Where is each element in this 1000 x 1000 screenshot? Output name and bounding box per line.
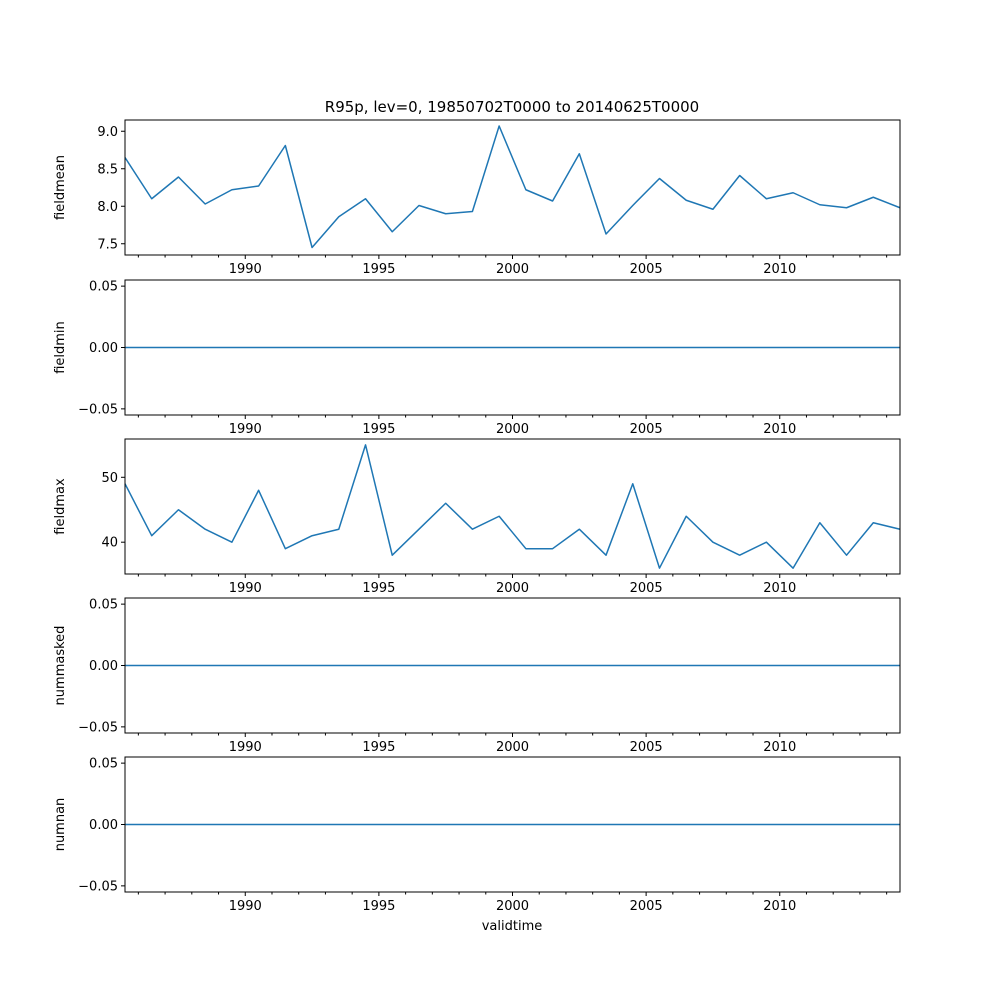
x-tick-label: 1990 — [229, 740, 262, 755]
y-tick-label: 0.05 — [89, 598, 118, 613]
y-tick-label: −0.05 — [78, 402, 118, 417]
y-tick-label: 9.0 — [97, 125, 118, 140]
x-tick-label: 2005 — [630, 740, 663, 755]
x-tick-label: 2005 — [630, 581, 663, 596]
x-tick-label: 2010 — [763, 581, 796, 596]
x-tick-label: 1995 — [362, 581, 395, 596]
x-tick-label: 1990 — [229, 422, 262, 437]
series-line-fieldmean — [124, 125, 901, 249]
x-tick-label: 2005 — [630, 422, 663, 437]
x-tick-label: 1995 — [362, 740, 395, 755]
x-tick-label: 1995 — [362, 262, 395, 277]
x-tick-label: 2010 — [763, 740, 796, 755]
series-line-fieldmax — [124, 444, 901, 569]
y-tick-label: 40 — [101, 536, 118, 551]
panel-fieldmin: −0.05 0.00 0.05 1990 1995 2000 2005 2010 fieldmi… — [53, 279, 901, 437]
y-tick-label: 8.5 — [97, 162, 118, 177]
x-tick-label: 2010 — [763, 422, 796, 437]
x-tick-label: 1995 — [362, 899, 395, 914]
chart-title: R95p, lev=0, 19850702T0000 to 20140625T0… — [325, 98, 699, 116]
x-tick-label: 2010 — [763, 262, 796, 277]
y-tick-label: −0.05 — [78, 879, 118, 894]
y-axis-label-fieldmin: fieldmin — [53, 321, 68, 374]
y-tick-label: 7.5 — [97, 237, 118, 252]
axes-frame — [124, 119, 901, 256]
y-axis-label-numnan: numnan — [53, 798, 68, 852]
y-axis-label-fieldmean: fieldmean — [53, 155, 68, 220]
panel-numnan: −0.05 0.00 0.05 1990 1995 2000 2005 2010 numnan — [53, 756, 901, 914]
x-tick-label: 1990 — [229, 899, 262, 914]
axes-frame — [124, 438, 901, 575]
y-axis-label-nummasked: nummasked — [53, 626, 68, 706]
x-tick-label: 2000 — [496, 581, 529, 596]
panel-fieldmean: 7.5 8.0 8.5 9.0 1990 1995 2000 2005 2010 fieldmea… — [53, 119, 901, 277]
x-tick-label: 2000 — [496, 899, 529, 914]
y-tick-label: 8.0 — [97, 200, 118, 215]
panel-fieldmax: 40 50 1990 1995 2000 2005 2010 fieldmax — [53, 438, 901, 596]
y-tick-label: 0.00 — [89, 818, 118, 833]
panel-nummasked: −0.05 0.00 0.05 1990 1995 2000 2005 2010 nummask… — [53, 597, 901, 755]
y-axis-label-fieldmax: fieldmax — [53, 478, 68, 535]
y-tick-label: 0.00 — [89, 341, 118, 356]
y-tick-label: 0.05 — [89, 280, 118, 295]
x-tick-label: 2005 — [630, 262, 663, 277]
y-tick-label: 0.00 — [89, 659, 118, 674]
y-tick-label: 0.05 — [89, 757, 118, 772]
y-tick-label: 50 — [101, 471, 118, 486]
x-tick-label: 2010 — [763, 899, 796, 914]
x-tick-label: 1995 — [362, 422, 395, 437]
x-tick-label: 1990 — [229, 262, 262, 277]
y-tick-label: −0.05 — [78, 720, 118, 735]
x-axis-label: validtime — [482, 919, 543, 934]
x-tick-label: 2000 — [496, 422, 529, 437]
x-tick-label: 1990 — [229, 581, 262, 596]
x-tick-label: 2000 — [496, 262, 529, 277]
x-tick-label: 2005 — [630, 899, 663, 914]
x-tick-label: 2000 — [496, 740, 529, 755]
